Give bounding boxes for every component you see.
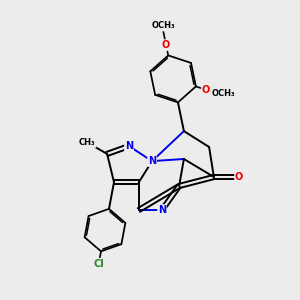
Text: CH₃: CH₃ — [79, 138, 96, 147]
Text: O: O — [162, 40, 170, 50]
Text: OCH₃: OCH₃ — [212, 89, 235, 98]
Text: N: N — [148, 156, 156, 166]
Text: O: O — [202, 85, 210, 95]
Text: N: N — [125, 141, 133, 151]
Text: O: O — [235, 172, 243, 182]
Text: Cl: Cl — [93, 259, 104, 269]
Text: N: N — [158, 205, 166, 215]
Text: OCH₃: OCH₃ — [152, 21, 175, 30]
